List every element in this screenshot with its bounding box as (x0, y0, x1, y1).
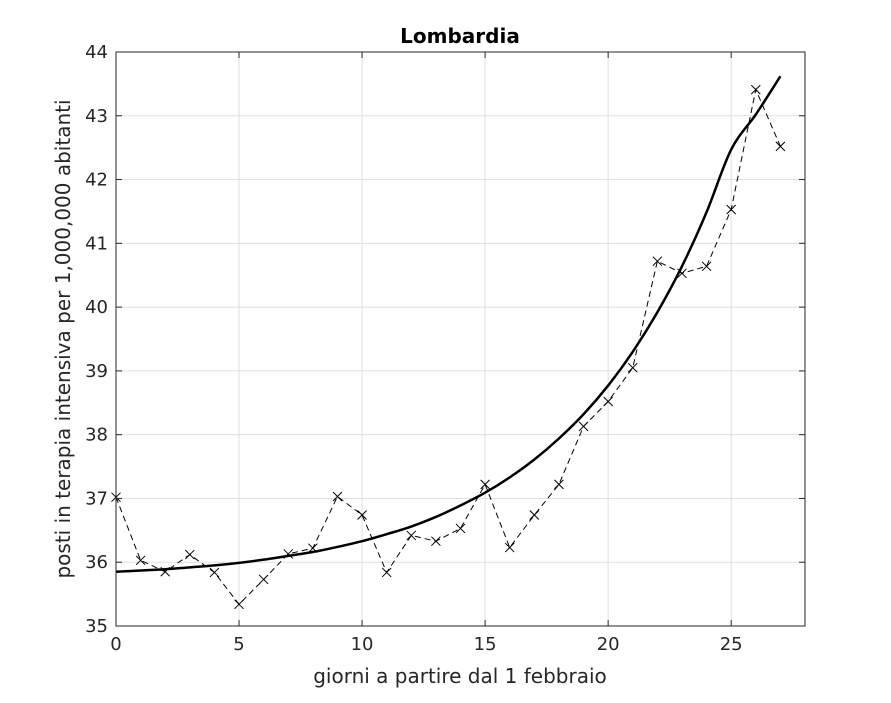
observed-point-marker (603, 396, 613, 407)
observed-point-marker (701, 261, 712, 272)
x-tick-label: 5 (233, 634, 244, 655)
observed-point-marker (209, 567, 220, 578)
observed-point-marker (135, 555, 146, 566)
observed-series-line (115, 87, 781, 606)
observed-point-marker (750, 84, 761, 95)
observed-point-marker (554, 479, 564, 490)
x-tick-label: 0 (110, 634, 121, 655)
observed-point-marker (258, 574, 269, 585)
observed-point-marker (726, 204, 737, 215)
y-tick-label: 38 (85, 425, 108, 446)
x-tick-label: 15 (474, 634, 497, 655)
fitted-curve-line (115, 75, 782, 574)
y-axis-label: posti in terapia intensiva per 1,000,000… (51, 99, 75, 578)
observed-point-marker (332, 491, 343, 502)
axis-ticks: 0 5 10 15 20 25 35 36 37 38 39 40 41 42 43 44 (85, 42, 805, 655)
chart-title: Lombardia (400, 24, 520, 48)
x-tick-label: 25 (720, 634, 743, 655)
observed-point-marker (775, 141, 786, 152)
observed-point-marker (504, 542, 515, 553)
y-tick-label: 39 (85, 361, 108, 382)
y-tick-label: 35 (85, 616, 108, 637)
x-tick-label: 20 (597, 634, 620, 655)
x-axis-label: giorni a partire dal 1 febbraio (313, 664, 607, 688)
y-tick-label: 43 (85, 106, 108, 127)
grid-lines (115, 51, 805, 627)
observed-point-marker (381, 567, 392, 578)
observed-point-marker (431, 536, 441, 547)
y-tick-label: 36 (85, 552, 108, 573)
y-tick-label: 40 (85, 297, 108, 318)
observed-point-marker (529, 510, 540, 520)
x-tick-label: 10 (351, 634, 374, 655)
observed-point-marker (652, 256, 663, 267)
observed-point-marker (357, 510, 367, 520)
observed-point-marker (627, 362, 638, 373)
observed-point-marker (406, 530, 417, 541)
y-tick-label: 37 (85, 488, 108, 509)
observed-point-marker (184, 549, 195, 560)
observed-point-marker (480, 479, 490, 490)
plot-area (116, 52, 805, 626)
plot-frame (115, 51, 806, 627)
observed-point-marker (578, 421, 589, 432)
observed-point-marker (234, 599, 244, 610)
series-layer (111, 75, 786, 610)
observed-point-marker (455, 523, 466, 534)
y-tick-label: 44 (85, 42, 108, 63)
y-tick-label: 42 (85, 170, 108, 191)
y-tick-label: 41 (85, 233, 108, 254)
